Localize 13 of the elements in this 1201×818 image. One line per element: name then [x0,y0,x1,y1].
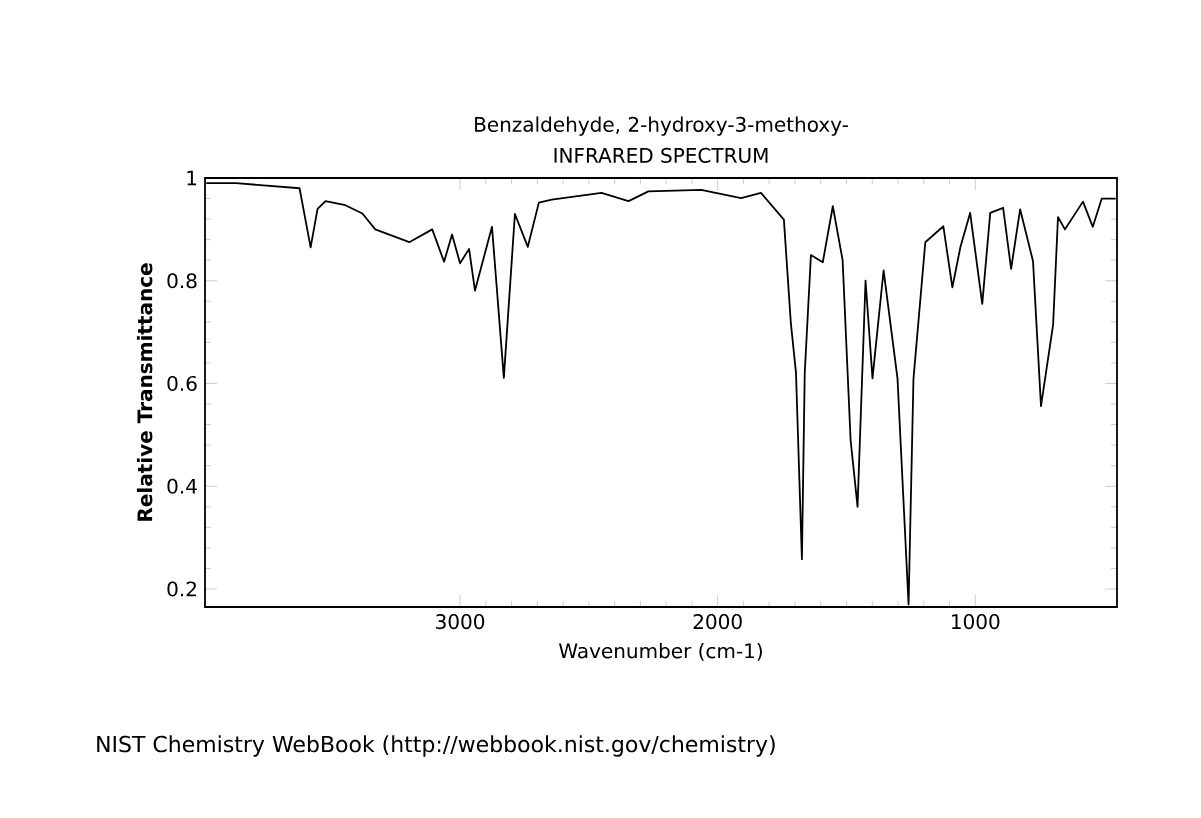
x-tick-label: 1000 [952,614,1000,630]
y-tick-label: 0.6 [167,375,197,392]
chart-subtitle: INFRARED SPECTRUM [554,147,768,163]
y-tick-label: 0.2 [167,581,196,597]
y-tick-label: 0.4 [167,478,197,494]
text: NIST Chemistry WebBook (http://webbook.nist.gov/chemistry) [97,735,775,757]
y-tick-label: 0.8 [167,273,197,289]
x-axis-title: Wavenumber (cm-1) [558,642,762,661]
y-tick-label: 1 [187,170,197,186]
x-tick-label: 3000 [436,614,485,630]
y-axis-title: Relative Transmittance [136,263,153,521]
chart-title: Benzaldehyde, 2-hydroxy-3-methoxy- [475,116,848,136]
x-tick-label: 2000 [693,614,742,630]
